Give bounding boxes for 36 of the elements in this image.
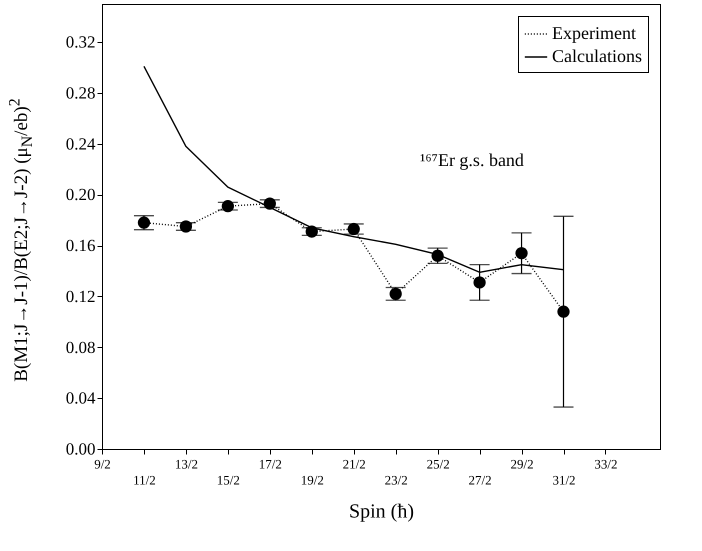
x-tick-label: 11/2 bbox=[133, 472, 156, 488]
x-tick-label: 15/2 bbox=[216, 472, 240, 488]
y-tick-label: 0.16 bbox=[66, 236, 96, 256]
point bbox=[264, 198, 276, 210]
x-tick-label: 29/2 bbox=[510, 456, 534, 472]
x-tick-label: 21/2 bbox=[342, 456, 366, 472]
x-tick-label: 13/2 bbox=[174, 456, 198, 472]
y-tick-label: 0.12 bbox=[66, 286, 96, 306]
point bbox=[348, 222, 360, 236]
x-tick-label: 17/2 bbox=[258, 456, 282, 472]
point bbox=[390, 288, 402, 300]
point bbox=[306, 225, 318, 238]
point bbox=[515, 247, 528, 260]
legend-label: Calculations bbox=[552, 46, 642, 66]
y-tick-label: 0.00 bbox=[66, 440, 96, 458]
point bbox=[473, 276, 486, 289]
x-tick-label: 9/2 bbox=[94, 456, 111, 472]
x-tick-label: 27/2 bbox=[468, 472, 492, 488]
x-tick-label: 19/2 bbox=[300, 472, 324, 488]
y-tick-label: 0.20 bbox=[66, 185, 96, 204]
y-tick-label: 0.28 bbox=[66, 84, 96, 102]
point bbox=[557, 306, 570, 318]
point bbox=[180, 220, 192, 233]
point bbox=[222, 200, 234, 212]
x-axis-title: Spin (ħ) bbox=[349, 500, 414, 522]
point bbox=[138, 216, 150, 229]
y-tick-label: 0.24 bbox=[66, 134, 96, 154]
y-tick-label: 0.08 bbox=[66, 338, 96, 357]
x-tick-label: 25/2 bbox=[426, 456, 450, 472]
x-tick-label: 31/2 bbox=[552, 472, 576, 488]
y-tick-label: 0.32 bbox=[66, 32, 96, 52]
x-tick-label: 23/2 bbox=[384, 472, 408, 488]
x-tick-label: 33/2 bbox=[594, 456, 618, 472]
y-tick-label: 0.04 bbox=[66, 388, 96, 408]
legend-label: Experiment bbox=[552, 23, 636, 43]
annotation: ¹⁶⁷Er g.s. band bbox=[420, 150, 524, 170]
